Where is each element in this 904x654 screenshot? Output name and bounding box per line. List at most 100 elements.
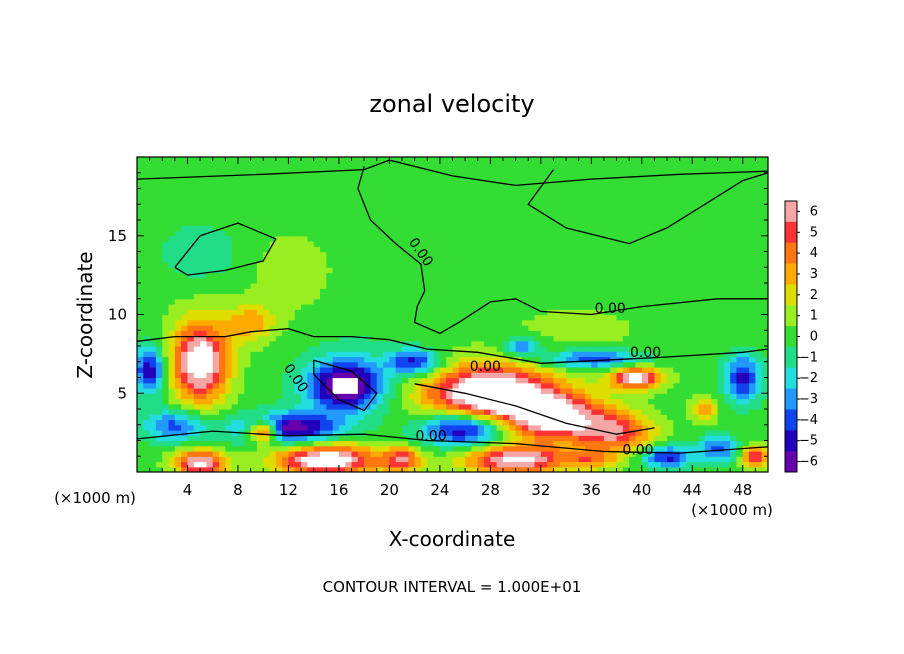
field-cell	[174, 403, 182, 410]
field-cell	[351, 424, 359, 431]
field-cell	[654, 319, 662, 326]
field-cell	[181, 372, 189, 379]
field-cell	[622, 451, 630, 457]
field-cell	[509, 246, 517, 253]
field-cell	[149, 372, 157, 379]
field-cell	[477, 367, 485, 373]
field-cell	[534, 267, 542, 274]
field-cell	[282, 162, 290, 169]
field-cell	[200, 293, 208, 300]
field-cell	[471, 298, 479, 305]
field-cell	[521, 325, 529, 331]
field-cell	[585, 451, 592, 457]
field-cell	[566, 424, 573, 431]
field-cell	[534, 419, 542, 426]
field-cell	[326, 183, 334, 190]
field-cell	[597, 293, 605, 300]
field-cell	[357, 309, 365, 316]
field-cell	[256, 346, 264, 352]
field-cell	[635, 157, 643, 163]
field-cell	[635, 235, 643, 242]
field-cell	[301, 235, 308, 242]
field-cell	[187, 214, 195, 221]
field-cell	[376, 193, 384, 200]
field-cell	[212, 419, 220, 426]
field-cell	[395, 319, 403, 326]
field-cell	[200, 335, 208, 342]
field-cell	[452, 288, 460, 295]
field-cell	[641, 199, 649, 205]
field-cell	[155, 414, 163, 421]
field-cell	[465, 335, 473, 342]
field-cell	[641, 319, 649, 326]
field-cell	[578, 377, 586, 384]
field-cell	[187, 361, 195, 368]
field-cell	[181, 393, 189, 400]
field-cell	[212, 298, 220, 305]
field-cell	[622, 398, 630, 405]
field-cell	[244, 157, 252, 163]
field-cell	[534, 335, 542, 342]
field-cell	[452, 403, 460, 410]
field-cell	[181, 199, 189, 205]
field-cell	[528, 330, 536, 337]
field-cell	[490, 330, 498, 337]
field-cell	[471, 220, 479, 226]
field-cell	[433, 393, 441, 400]
field-cell	[206, 178, 214, 184]
field-cell	[143, 393, 151, 400]
field-cell	[313, 335, 321, 342]
field-cell	[162, 162, 170, 169]
field-cell	[149, 356, 157, 363]
field-cell	[219, 304, 226, 310]
field-cell	[585, 414, 592, 421]
field-cell	[572, 241, 580, 247]
field-cell	[509, 466, 517, 472]
field-cell	[174, 325, 182, 331]
field-cell	[427, 377, 435, 384]
field-cell	[206, 451, 214, 457]
field-cell	[269, 372, 277, 379]
field-cell	[597, 214, 605, 221]
field-cell	[149, 340, 157, 347]
field-cell	[269, 293, 277, 300]
field-cell	[181, 314, 189, 321]
field-cell	[307, 319, 315, 326]
field-cell	[477, 277, 485, 284]
field-cell	[591, 283, 599, 289]
field-cell	[502, 409, 510, 415]
field-cell	[591, 466, 599, 472]
field-cell	[263, 430, 271, 436]
field-cell	[231, 298, 239, 305]
field-cell	[452, 267, 460, 274]
field-cell	[244, 414, 252, 421]
field-cell	[547, 199, 555, 205]
field-cell	[231, 325, 239, 331]
field-cell	[288, 172, 296, 179]
field-cell	[162, 267, 170, 274]
field-cell	[591, 225, 599, 232]
field-cell	[282, 220, 290, 226]
field-cell	[307, 466, 315, 472]
field-cell	[603, 241, 611, 247]
field-cell	[484, 335, 491, 342]
field-cell	[162, 430, 170, 436]
field-cell	[641, 283, 649, 289]
field-cell	[547, 356, 555, 363]
field-cell	[654, 435, 662, 442]
field-cell	[509, 382, 517, 389]
field-cell	[237, 356, 245, 363]
field-cell	[263, 335, 271, 342]
field-cell	[231, 435, 239, 442]
field-cell	[534, 435, 542, 442]
field-cell	[389, 235, 397, 242]
field-cell	[458, 162, 466, 169]
field-cell	[528, 183, 536, 190]
field-cell	[351, 188, 359, 195]
field-cell	[528, 398, 536, 405]
field-cell	[458, 262, 466, 268]
field-cell	[370, 319, 378, 326]
field-cell	[250, 346, 258, 352]
field-cell	[553, 440, 561, 447]
field-cell	[566, 304, 573, 310]
